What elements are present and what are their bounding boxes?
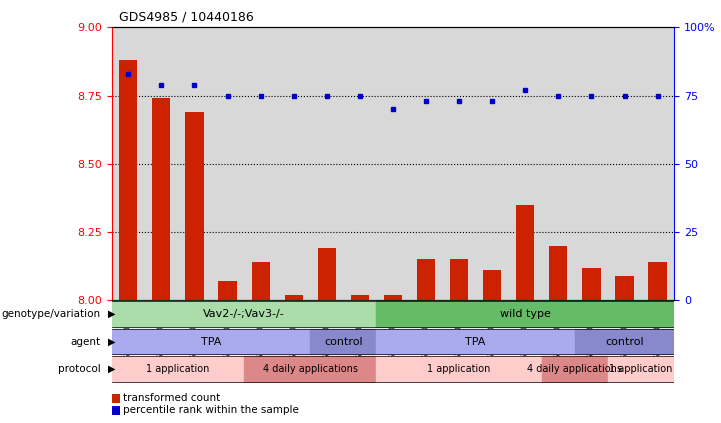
FancyBboxPatch shape <box>376 357 541 382</box>
Text: 1 application: 1 application <box>609 364 673 374</box>
FancyBboxPatch shape <box>310 329 376 354</box>
Text: 1 application: 1 application <box>428 364 491 374</box>
Text: transformed count: transformed count <box>123 393 221 404</box>
FancyBboxPatch shape <box>541 357 608 382</box>
Text: protocol: protocol <box>58 364 101 374</box>
Text: TPA: TPA <box>466 337 486 346</box>
Text: wild type: wild type <box>500 309 551 319</box>
Bar <box>119 60 138 300</box>
Text: 4 daily applications: 4 daily applications <box>527 364 622 374</box>
FancyBboxPatch shape <box>244 357 376 382</box>
Bar <box>384 295 402 300</box>
FancyBboxPatch shape <box>575 329 674 354</box>
Bar <box>185 112 203 300</box>
Bar <box>152 99 170 300</box>
Text: control: control <box>324 337 363 346</box>
Text: 1 application: 1 application <box>146 364 210 374</box>
FancyBboxPatch shape <box>376 302 674 327</box>
Text: 4 daily applications: 4 daily applications <box>262 364 358 374</box>
Text: ▶: ▶ <box>108 309 115 319</box>
Bar <box>483 270 501 300</box>
FancyBboxPatch shape <box>608 357 674 382</box>
FancyBboxPatch shape <box>376 329 575 354</box>
Text: agent: agent <box>71 337 101 346</box>
Bar <box>252 262 270 300</box>
Text: TPA: TPA <box>201 337 221 346</box>
Bar <box>285 295 303 300</box>
Bar <box>318 248 336 300</box>
Bar <box>648 262 667 300</box>
Bar <box>218 281 236 300</box>
Bar <box>516 205 534 300</box>
FancyBboxPatch shape <box>112 357 244 382</box>
Text: genotype/variation: genotype/variation <box>2 309 101 319</box>
Text: ▶: ▶ <box>108 337 115 346</box>
Bar <box>417 259 435 300</box>
FancyBboxPatch shape <box>112 302 376 327</box>
Text: Vav2-/-;Vav3-/-: Vav2-/-;Vav3-/- <box>203 309 285 319</box>
Text: ▶: ▶ <box>108 364 115 374</box>
Bar <box>583 268 601 300</box>
Bar <box>616 276 634 300</box>
Bar <box>450 259 468 300</box>
Bar <box>350 295 369 300</box>
Text: GDS4985 / 10440186: GDS4985 / 10440186 <box>119 10 254 23</box>
FancyBboxPatch shape <box>112 329 310 354</box>
Bar <box>549 246 567 300</box>
Text: percentile rank within the sample: percentile rank within the sample <box>123 405 299 415</box>
Text: control: control <box>605 337 644 346</box>
